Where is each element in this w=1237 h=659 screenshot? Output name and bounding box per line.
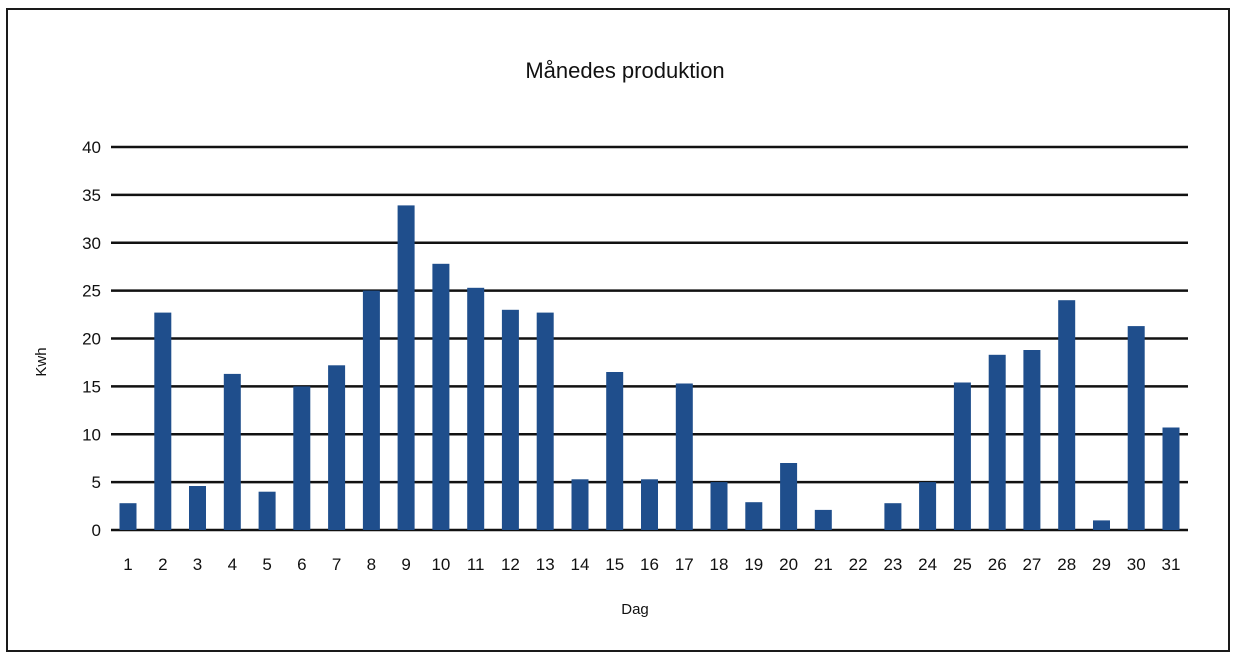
y-tick-label: 15 (82, 377, 101, 396)
bar (884, 503, 902, 530)
bar (189, 486, 206, 530)
bar (953, 382, 971, 530)
x-tick-label: 3 (193, 555, 202, 574)
bar (223, 373, 241, 530)
x-tick-label: 5 (262, 555, 271, 574)
x-tick-label: 23 (883, 555, 902, 574)
bar (397, 205, 415, 530)
bar (919, 482, 937, 530)
bar (988, 354, 1006, 530)
x-tick-label: 22 (849, 555, 868, 574)
chart-frame (6, 8, 1230, 652)
bar (1023, 350, 1041, 530)
x-tick-label: 19 (744, 555, 763, 574)
bar (641, 479, 658, 530)
gridlines (111, 145, 1188, 532)
bar (258, 491, 276, 530)
x-tick-label: 8 (367, 555, 376, 574)
x-tick-label: 24 (918, 555, 937, 574)
bar (501, 309, 519, 530)
x-tick-label: 20 (779, 555, 798, 574)
bar (1058, 300, 1076, 530)
bar (119, 503, 137, 530)
x-tick-label: 11 (467, 555, 485, 574)
x-axis-label: Dag (621, 601, 649, 618)
x-tick-label: 26 (988, 555, 1007, 574)
y-axis-label: Kwh (33, 347, 50, 376)
x-tick-label: 7 (332, 555, 341, 574)
x-tick-label: 10 (431, 555, 450, 574)
y-tick-label: 20 (82, 330, 101, 349)
x-tick-label: 21 (814, 555, 833, 574)
bar (571, 479, 589, 530)
bar (780, 463, 798, 530)
bar (745, 502, 763, 530)
bar (328, 365, 346, 530)
bar (536, 312, 554, 530)
bar (710, 482, 728, 530)
y-tick-label: 0 (92, 521, 101, 540)
y-axis-ticks: 0 5 10 15 20 25 30 35 40 (82, 138, 101, 540)
x-tick-label: 13 (536, 555, 555, 574)
x-tick-label: 6 (297, 555, 306, 574)
x-tick-label: 1 (123, 555, 132, 574)
x-tick-label: 15 (605, 555, 624, 574)
bar (814, 509, 832, 530)
y-tick-label: 10 (82, 425, 101, 444)
bar (432, 263, 450, 530)
x-tick-label: 2 (158, 555, 167, 574)
x-tick-label: 25 (953, 555, 972, 574)
bar (606, 372, 624, 530)
y-tick-label: 40 (82, 138, 101, 157)
x-tick-label: 28 (1057, 555, 1076, 574)
bars (119, 205, 1180, 530)
x-tick-label: 27 (1022, 555, 1041, 574)
bar (467, 287, 485, 530)
x-tick-label: 30 (1127, 555, 1146, 574)
bar (362, 290, 380, 530)
bar (675, 383, 693, 530)
x-tick-label: 9 (401, 555, 410, 574)
bar (1162, 427, 1180, 530)
x-tick-label: 14 (571, 555, 590, 574)
x-tick-label: 17 (675, 555, 694, 574)
y-tick-label: 25 (82, 282, 101, 301)
y-tick-label: 5 (92, 473, 101, 492)
x-tick-label: 16 (640, 555, 659, 574)
bar (1127, 326, 1145, 530)
x-tick-label: 18 (710, 555, 729, 574)
chart-title: Månedes produktion (525, 58, 724, 83)
y-tick-label: 35 (82, 186, 101, 205)
y-tick-label: 30 (82, 234, 101, 253)
x-tick-label: 12 (501, 555, 520, 574)
bar (293, 386, 311, 530)
bar (154, 312, 172, 530)
bar (1093, 520, 1110, 530)
x-tick-label: 29 (1092, 555, 1111, 574)
x-tick-label: 31 (1162, 555, 1181, 574)
x-tick-label: 4 (228, 555, 237, 574)
x-axis-ticks: 1 2 3 4 5 6 7 8 9 10 11 12 13 14 15 16 17 18 19 20 21 22 23 24 2… (123, 555, 1180, 574)
